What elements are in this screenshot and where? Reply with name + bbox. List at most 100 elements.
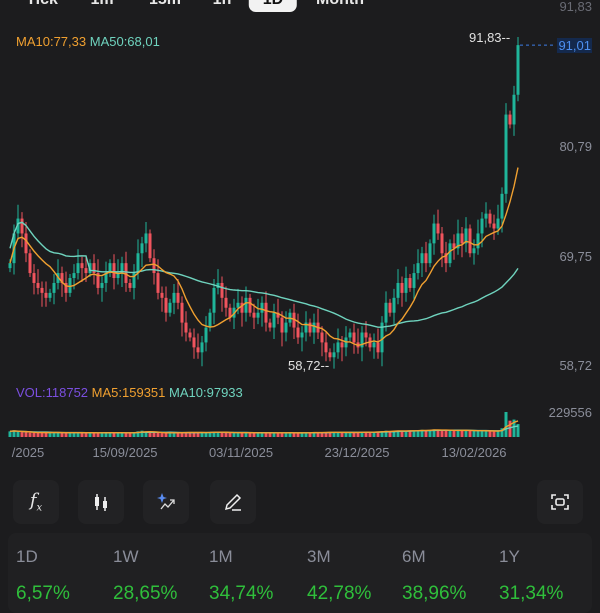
volume-bar <box>460 430 464 437</box>
ai-analysis-button[interactable] <box>143 480 189 524</box>
volume-bar <box>296 432 300 437</box>
tab-tick[interactable]: Tick <box>26 0 58 12</box>
date-label: 23/12/2025 <box>324 445 390 460</box>
tab-1m[interactable]: 1m <box>90 0 113 12</box>
candle-body <box>148 233 152 259</box>
volume-bar <box>268 433 272 437</box>
perf-value: 38,96% <box>402 583 467 604</box>
volume-bar <box>428 430 432 437</box>
volume-bar <box>156 432 160 437</box>
candle-body <box>304 322 308 333</box>
candle-body <box>464 228 468 244</box>
tab-1d[interactable]: 1D <box>248 0 298 12</box>
date-label: 15/09/2025 <box>92 445 158 460</box>
volume-bar <box>312 432 316 437</box>
candlestick-chart[interactable] <box>0 0 600 445</box>
candle-body <box>192 337 196 348</box>
volume-bar <box>220 432 224 437</box>
candle-body <box>124 263 128 283</box>
candle-body <box>52 282 56 293</box>
candle-body <box>296 327 300 338</box>
candle-body <box>308 322 312 333</box>
volume-bar <box>132 432 136 437</box>
candle-body <box>168 302 172 313</box>
candle-body <box>32 273 36 283</box>
candle-body <box>196 347 200 353</box>
pencil-icon <box>224 493 242 511</box>
volume-bar <box>48 432 52 437</box>
volume-bar <box>352 432 356 437</box>
tab-month[interactable]: Month <box>316 0 364 12</box>
candle-body <box>432 223 436 244</box>
candle-body <box>416 263 420 274</box>
candle-body <box>92 263 96 274</box>
volume-bar <box>408 431 412 437</box>
candle-body <box>188 332 192 338</box>
candle-body <box>512 94 516 125</box>
volume-bar <box>16 431 20 437</box>
chart-type-button[interactable] <box>78 480 124 524</box>
candle-body <box>276 312 280 318</box>
perf-value: 6,57% <box>16 583 70 604</box>
candle-body <box>76 263 80 274</box>
volume-bar <box>384 430 388 437</box>
ma10-line <box>9 167 519 347</box>
candle-body <box>44 292 48 298</box>
volume-bar <box>212 431 216 437</box>
date-label: /2025 <box>11 445 45 460</box>
performance-panel: 1D 6,57% 1W 28,65% 1M 34,74% 3M 42,78% 6M 38,… <box>8 533 592 613</box>
volume-bar <box>52 432 56 437</box>
volume-bar <box>436 429 440 437</box>
candle-body <box>360 332 364 348</box>
ma50-legend: MA50:68,01 <box>89 34 160 49</box>
candle-body <box>212 287 216 313</box>
candle-body <box>112 263 116 279</box>
volume-bar <box>20 432 24 437</box>
candle-body <box>444 253 448 264</box>
date-label: 13/02/2026 <box>441 445 507 460</box>
volume-bar <box>304 432 308 437</box>
volume-bar <box>164 432 168 437</box>
volume-bar <box>68 432 72 437</box>
volume-bar <box>196 432 200 437</box>
candle-body <box>172 292 176 303</box>
candle-body <box>364 332 368 338</box>
indicators-button[interactable]: fx <box>13 480 59 524</box>
candle-body <box>228 307 232 318</box>
candle-body <box>312 322 316 333</box>
tab-15m[interactable]: 15m <box>149 0 181 12</box>
candle-body <box>104 273 108 283</box>
price-axis-label: 69,75 <box>559 249 592 264</box>
volume-ma5-line <box>9 420 519 434</box>
candle-body <box>248 297 252 313</box>
volume-bar <box>332 432 336 437</box>
volume-bar <box>80 432 84 437</box>
volume-bar <box>388 431 392 437</box>
volume-bar <box>364 431 368 437</box>
low-value: 58,72 <box>288 358 321 373</box>
volume-bar <box>84 432 88 437</box>
volume-bar <box>404 430 408 437</box>
candle-body <box>448 243 452 264</box>
volume-bar <box>108 432 112 437</box>
volume-bar <box>336 432 340 437</box>
candle-body <box>328 352 332 358</box>
candle-body <box>472 248 476 254</box>
tab-1h[interactable]: 1h <box>213 0 232 12</box>
candle-body <box>408 278 412 288</box>
volume-bar <box>412 430 416 437</box>
candle-body <box>108 263 112 274</box>
candle-body <box>60 273 64 283</box>
candle-body <box>204 327 208 343</box>
volume-bar <box>72 432 76 437</box>
candle-body <box>208 312 212 328</box>
volume-bar <box>440 430 444 437</box>
volume-bar <box>188 432 192 437</box>
volume-bar <box>140 430 144 437</box>
fullscreen-button[interactable] <box>537 480 583 524</box>
volume-bar <box>480 430 484 437</box>
candle-body <box>48 292 52 298</box>
volume-bar <box>348 432 352 437</box>
draw-button[interactable] <box>210 480 256 524</box>
date-label: 03/11/2025 <box>208 445 274 460</box>
